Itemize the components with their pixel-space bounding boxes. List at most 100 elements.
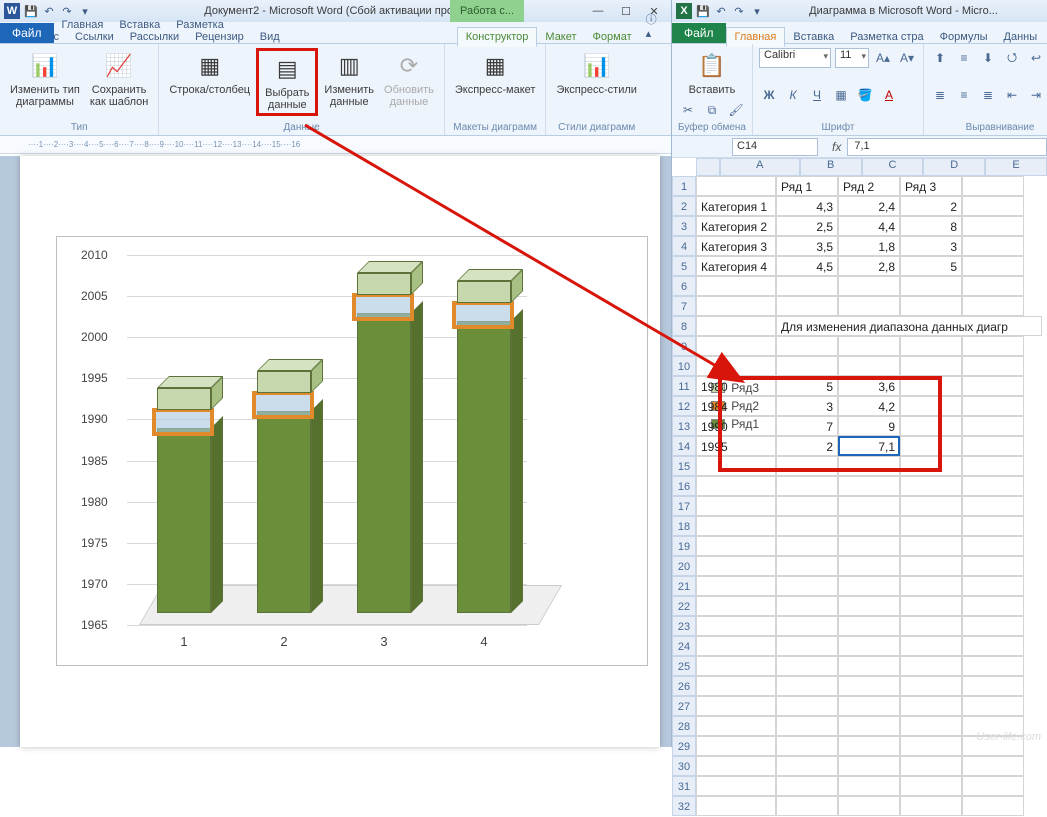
col-header-A[interactable]: A [720, 158, 800, 176]
cell-D30[interactable] [900, 756, 962, 776]
row-header-4[interactable]: 4 [672, 236, 696, 256]
cell-C1[interactable]: Ряд 2 [838, 176, 900, 196]
row-header-30[interactable]: 30 [672, 756, 696, 776]
cell-A27[interactable] [696, 696, 776, 716]
minimize-button[interactable]: — [585, 2, 611, 20]
cell-E26[interactable] [962, 676, 1024, 696]
cell-D3[interactable]: 8 [900, 216, 962, 236]
redo-icon[interactable]: ↷ [732, 4, 746, 18]
cell-B24[interactable] [776, 636, 838, 656]
cell-C29[interactable] [838, 736, 900, 756]
cell-D22[interactable] [900, 596, 962, 616]
cell-B31[interactable] [776, 776, 838, 796]
cell-E10[interactable] [962, 356, 1024, 376]
cell-A21[interactable] [696, 576, 776, 596]
select-data-button[interactable]: ▤ Выбрать данные [256, 48, 318, 116]
cell-C6[interactable] [838, 276, 900, 296]
cell-B10[interactable] [776, 356, 838, 376]
cell-B27[interactable] [776, 696, 838, 716]
col-header-B[interactable]: B [800, 158, 862, 176]
cell-B16[interactable] [776, 476, 838, 496]
cell-D21[interactable] [900, 576, 962, 596]
row-header-25[interactable]: 25 [672, 656, 696, 676]
cell-B6[interactable] [776, 276, 838, 296]
cell-E9[interactable] [962, 336, 1024, 356]
row-header-22[interactable]: 22 [672, 596, 696, 616]
italic-icon[interactable]: К [783, 85, 803, 105]
align-bottom-icon[interactable]: ⬇ [978, 48, 998, 68]
cell-E20[interactable] [962, 556, 1024, 576]
cell-B26[interactable] [776, 676, 838, 696]
cell-C30[interactable] [838, 756, 900, 776]
cell-C19[interactable] [838, 536, 900, 556]
cell-A20[interactable] [696, 556, 776, 576]
row-header-12[interactable]: 12 [672, 396, 696, 416]
cell-E12[interactable] [962, 396, 1024, 416]
row-header-5[interactable]: 5 [672, 256, 696, 276]
cell-B18[interactable] [776, 516, 838, 536]
cell-E19[interactable] [962, 536, 1024, 556]
row-header-3[interactable]: 3 [672, 216, 696, 236]
save-icon[interactable]: 💾 [24, 4, 38, 18]
wrap-text-icon[interactable]: ↩ [1026, 48, 1046, 68]
cell-E5[interactable] [962, 256, 1024, 276]
switch-row-col-button[interactable]: ▦ Строка/столбец [165, 48, 254, 116]
cell-B5[interactable]: 4,5 [776, 256, 838, 276]
row-header-32[interactable]: 32 [672, 796, 696, 816]
row-header-24[interactable]: 24 [672, 636, 696, 656]
cell-C17[interactable] [838, 496, 900, 516]
cell-A18[interactable] [696, 516, 776, 536]
cell-A30[interactable] [696, 756, 776, 776]
fx-icon[interactable]: fx [832, 140, 841, 154]
cell-A6[interactable] [696, 276, 776, 296]
paste-button[interactable]: 📋 Вставить [685, 48, 740, 98]
quick-styles-button[interactable]: 📊 Экспресс-стили [552, 48, 640, 98]
cell-C2[interactable]: 2,4 [838, 196, 900, 216]
cell-D26[interactable] [900, 676, 962, 696]
cell-B3[interactable]: 2,5 [776, 216, 838, 236]
spreadsheet-grid[interactable]: ABCDE1Ряд 1Ряд 2Ряд 32Категория 14,32,42… [672, 158, 1047, 816]
row-header-18[interactable]: 18 [672, 516, 696, 536]
cell-A32[interactable] [696, 796, 776, 816]
cell-E25[interactable] [962, 656, 1024, 676]
font-name-combo[interactable]: Calibri [759, 48, 831, 68]
col-header-E[interactable]: E [985, 158, 1047, 176]
orientation-icon[interactable]: ⭯ [1002, 48, 1022, 68]
row-header-26[interactable]: 26 [672, 676, 696, 696]
quick-layout-button[interactable]: ▦ Экспресс-макет [451, 48, 540, 98]
cell-D9[interactable] [900, 336, 962, 356]
col-header-D[interactable]: D [923, 158, 985, 176]
cell-C10[interactable] [838, 356, 900, 376]
align-center-icon[interactable]: ≡ [954, 85, 974, 105]
cell-C16[interactable] [838, 476, 900, 496]
align-middle-icon[interactable]: ≡ [954, 48, 974, 68]
cell-D23[interactable] [900, 616, 962, 636]
cell-B20[interactable] [776, 556, 838, 576]
save-template-button[interactable]: 📈 Сохранить как шаблон [86, 48, 153, 110]
row-header-29[interactable]: 29 [672, 736, 696, 756]
cell-A5[interactable]: Категория 4 [696, 256, 776, 276]
fill-color-icon[interactable]: 🪣 [855, 85, 875, 105]
cell-D2[interactable]: 2 [900, 196, 962, 216]
cell-A31[interactable] [696, 776, 776, 796]
cell-A3[interactable]: Категория 2 [696, 216, 776, 236]
cell-D10[interactable] [900, 356, 962, 376]
excel-file-tab[interactable]: Файл [672, 23, 726, 43]
cell-A26[interactable] [696, 676, 776, 696]
font-size-combo[interactable]: 11 [835, 48, 869, 68]
cell-D4[interactable]: 3 [900, 236, 962, 256]
row-header-14[interactable]: 14 [672, 436, 696, 456]
cell-B22[interactable] [776, 596, 838, 616]
cell-C23[interactable] [838, 616, 900, 636]
word-file-tab[interactable]: Файл [0, 23, 54, 43]
refresh-data-button[interactable]: ⟳ Обновить данные [380, 48, 438, 116]
cell-E17[interactable] [962, 496, 1024, 516]
name-box[interactable]: C14 [732, 138, 818, 156]
cell-D29[interactable] [900, 736, 962, 756]
cell-D27[interactable] [900, 696, 962, 716]
cell-B9[interactable] [776, 336, 838, 356]
cut-icon[interactable]: ✂ [678, 100, 698, 120]
row-header-9[interactable]: 9 [672, 336, 696, 356]
grow-font-icon[interactable]: A▴ [873, 48, 893, 68]
cell-C32[interactable] [838, 796, 900, 816]
